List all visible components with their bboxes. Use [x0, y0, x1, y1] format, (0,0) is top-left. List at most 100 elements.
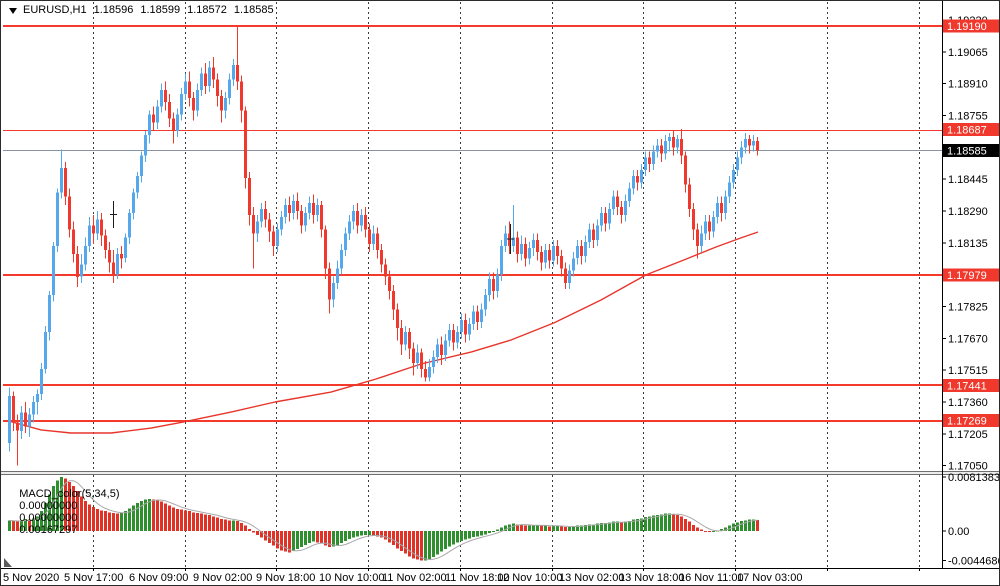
candle-body [388, 276, 391, 292]
candle-body [404, 332, 407, 345]
price-axis-label: 1.18910 [948, 79, 988, 91]
candle-body [568, 270, 571, 283]
time-axis-label: 16 Nov 11:00 [679, 572, 744, 584]
price-level-tag[interactable] [943, 19, 1000, 33]
candle-body [168, 102, 171, 119]
candle-body [556, 245, 559, 257]
macd-histogram-bar [656, 515, 659, 531]
macd-histogram-bar [456, 531, 459, 543]
candle-body [196, 89, 199, 111]
candle-body [44, 332, 47, 370]
candle-body [716, 202, 719, 218]
candle-body [708, 221, 711, 232]
pane-splitter[interactable] [1, 472, 1000, 475]
candle-body [596, 225, 599, 240]
candle-body [180, 94, 183, 115]
macd-histogram-bar [284, 531, 287, 552]
macd-histogram-bar [576, 525, 579, 531]
price-level-tag-text: 1.17979 [947, 270, 987, 282]
macd-signal-line [9, 480, 758, 560]
macd-histogram-bar [48, 494, 51, 531]
candle-body [264, 209, 267, 220]
macd-histogram-bar [76, 491, 79, 531]
candle-body [232, 65, 235, 80]
candle-body [512, 237, 515, 246]
candle-body [336, 268, 339, 283]
candle-body [208, 67, 211, 86]
price-level-tag[interactable] [943, 123, 1000, 136]
macd-histogram-bar [436, 531, 439, 555]
candle-body [76, 254, 79, 277]
candle-body [492, 278, 495, 292]
macd-value-1: 0.00000000 [19, 500, 78, 512]
candle-body [56, 192, 59, 246]
macd-histogram-bar [704, 531, 707, 532]
candle-body [744, 139, 747, 148]
macd-histogram-bar [288, 531, 291, 553]
candle-body [312, 202, 315, 216]
candle-body [100, 219, 103, 236]
candle-body [448, 330, 451, 341]
macd-histogram-bar [392, 531, 395, 545]
symbol-menu-icon[interactable] [9, 7, 17, 14]
macd-histogram-bar [444, 531, 447, 549]
ohlc-open: 1.18596 [93, 4, 134, 16]
macd-histogram-bar [272, 531, 275, 546]
candle-body [560, 256, 563, 269]
candle-body [532, 239, 535, 248]
price-level-tag-text: 1.19190 [947, 21, 987, 33]
candle-body [508, 233, 511, 246]
macd-histogram-bar [192, 512, 195, 531]
macd-histogram-bar [56, 480, 59, 532]
bid-price-tag[interactable] [943, 144, 1000, 157]
candle-body [108, 250, 111, 263]
macd-histogram-bar [304, 531, 307, 545]
macd-histogram-bar [320, 531, 323, 544]
macd-histogram-bar [68, 481, 71, 531]
macd-histogram-bar [148, 499, 151, 531]
candle-body [724, 196, 727, 214]
price-level-tag[interactable] [943, 414, 1000, 428]
macd-histogram-bar [160, 501, 163, 531]
candle-body [688, 184, 691, 209]
candle-body [8, 395, 11, 443]
candle-body [620, 206, 623, 216]
candle-body [288, 204, 291, 214]
candle-body [368, 229, 371, 244]
macd-histogram-bar [36, 516, 39, 531]
macd-histogram-bar [252, 531, 255, 533]
macd-histogram-bar [404, 531, 407, 554]
candle-body [324, 229, 327, 269]
candle-body [692, 209, 695, 230]
candle-body [380, 250, 383, 265]
macd-histogram-bar [216, 517, 219, 531]
candle-body [464, 319, 467, 335]
macd-histogram-bar [204, 514, 207, 531]
candle-body [272, 231, 275, 246]
candle-body [92, 225, 95, 234]
macd-histogram-bar [568, 527, 571, 531]
price-axis-label: 1.17360 [948, 397, 988, 409]
macd-histogram-bar [624, 521, 627, 531]
macd-histogram-bar [600, 523, 603, 531]
macd-histogram-bar [584, 525, 587, 531]
price-level-tag[interactable] [943, 268, 1000, 282]
candle-body [280, 217, 283, 230]
candle-body [40, 369, 43, 394]
macd-histogram-bar [348, 531, 351, 539]
macd-histogram-bar [16, 521, 19, 531]
macd-histogram-bar [616, 521, 619, 531]
macd-histogram-bar [256, 531, 259, 535]
candle-body [676, 139, 679, 148]
candle-body [496, 274, 499, 292]
candle-body [752, 141, 755, 146]
moving-average-line [8, 231, 759, 434]
price-axis-label: 1.17205 [948, 429, 988, 441]
candle-body [148, 114, 151, 135]
price-axis-label: 1.18755 [948, 111, 988, 123]
candle-body [276, 229, 279, 246]
macd-histogram-bar [512, 523, 515, 531]
macd-histogram-bar [224, 519, 227, 531]
price-level-tag[interactable] [943, 378, 1000, 392]
